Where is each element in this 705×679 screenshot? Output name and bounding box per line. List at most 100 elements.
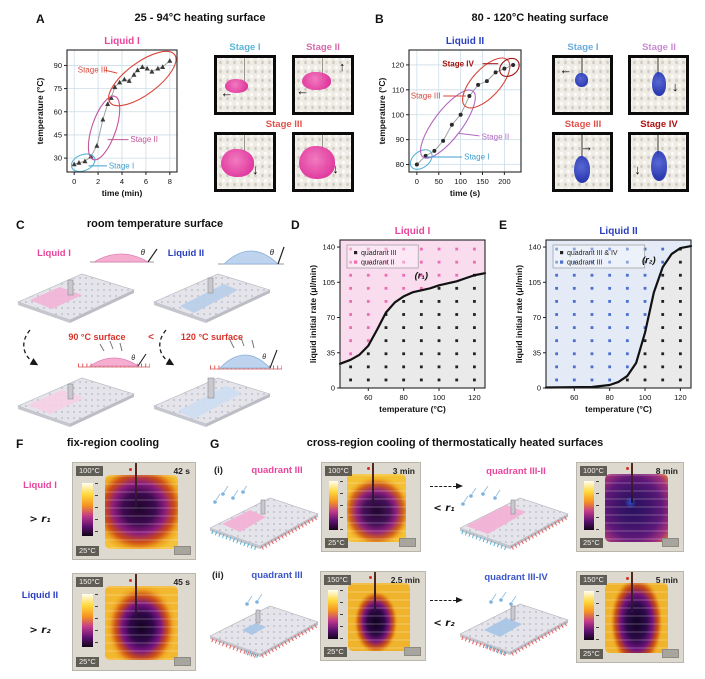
arrow-right-icon: → xyxy=(580,139,594,155)
svg-text:(r₂): (r₂) xyxy=(642,255,656,266)
theta-label: θ xyxy=(141,248,146,257)
svg-text:8: 8 xyxy=(168,177,172,186)
camera-watermark xyxy=(399,538,416,547)
panel-g-title: cross-region cooling of thermostatically… xyxy=(306,437,604,449)
svg-text:80: 80 xyxy=(399,393,407,402)
svg-text:quadrant II: quadrant II xyxy=(361,260,395,267)
heated-region xyxy=(604,473,669,543)
surface-diagram-gi-after xyxy=(459,486,569,551)
svg-text:Liquid I: Liquid I xyxy=(395,226,431,237)
svg-text:80: 80 xyxy=(605,393,613,402)
svg-text:Stage I: Stage I xyxy=(464,153,489,162)
scale-min-label: 25°C xyxy=(76,656,99,667)
stage3-photo-label: Stage III xyxy=(564,119,602,130)
arrow-left-icon: ← xyxy=(559,62,573,78)
svg-text:Liquid II: Liquid II xyxy=(599,226,638,237)
scale-min-label: 25°C xyxy=(324,646,347,657)
panel-letter-e: E xyxy=(499,218,508,232)
photo-b-stage2: ↓ xyxy=(628,55,689,115)
surface-room-liquid2 xyxy=(153,273,271,323)
panel-f-title: fix-region cooling xyxy=(66,437,160,449)
liquid-blob xyxy=(299,145,336,180)
panel-letter-d: D xyxy=(291,218,300,232)
scale-max-label: 150°C xyxy=(76,577,103,588)
droplet-icons xyxy=(245,600,259,606)
falling-droplets xyxy=(247,594,263,603)
svg-text:Liquid II: Liquid II xyxy=(446,36,485,47)
droplet-icons xyxy=(213,490,245,504)
svg-text:0: 0 xyxy=(537,384,541,393)
photo-b-stage3: → xyxy=(552,132,613,192)
svg-text:Stage III: Stage III xyxy=(411,92,441,101)
row-index: (i) xyxy=(214,465,223,476)
panel-letter-a: A xyxy=(36,12,45,26)
svg-text:90: 90 xyxy=(396,135,404,144)
svg-text:30: 30 xyxy=(54,154,62,163)
camera-watermark xyxy=(662,538,679,547)
heated-region xyxy=(347,473,407,543)
needle xyxy=(135,574,138,619)
thermal-image-gi-before: 100°C 3 min 25°C xyxy=(321,462,421,552)
needle xyxy=(321,58,324,81)
svg-text:Stage IV: Stage IV xyxy=(442,59,474,68)
dashed-arrow-icon xyxy=(430,596,463,603)
camera-watermark xyxy=(662,649,679,658)
svg-text:Stage II: Stage II xyxy=(482,133,510,142)
time-label: 45 s xyxy=(173,577,190,587)
scale-max-label: 100°C xyxy=(580,466,607,477)
svg-text:90: 90 xyxy=(54,61,62,70)
svg-text:50: 50 xyxy=(435,177,443,186)
svg-text:60: 60 xyxy=(54,107,62,116)
camera-watermark xyxy=(174,546,191,555)
cooling-arrow xyxy=(159,329,175,366)
color-scale-bar xyxy=(81,483,93,536)
time-label: 8 min xyxy=(655,466,678,476)
thermal-image-f1: 100°C 42 s 25°C xyxy=(72,462,196,560)
svg-text:0: 0 xyxy=(331,384,335,393)
panel-b-title: 80 - 120°C heating surface xyxy=(471,12,609,24)
color-scale-ticks xyxy=(94,594,98,647)
svg-text:100: 100 xyxy=(454,177,467,186)
svg-text:θ: θ xyxy=(262,354,266,361)
stage2-photo-label: Stage II xyxy=(642,42,676,53)
rate-condition-label: > r₂ xyxy=(29,625,51,636)
arrow-up-icon: ↑ xyxy=(338,59,346,75)
needle xyxy=(371,463,375,504)
svg-text:0: 0 xyxy=(415,177,419,186)
color-scale-bar xyxy=(328,590,338,639)
time-label: 3 min xyxy=(392,466,415,476)
thermal-image-f2: 150°C 45 s 25°C xyxy=(72,573,196,671)
droplet-icons xyxy=(489,598,513,606)
svg-text:Liquid I: Liquid I xyxy=(104,36,140,47)
liquid1-label: Liquid I xyxy=(23,480,57,491)
svg-text:temperature (°C): temperature (°C) xyxy=(585,404,652,414)
needle xyxy=(135,463,138,508)
photo-a-stage3-1: ↓ xyxy=(214,132,276,192)
less-than-label: < xyxy=(148,332,154,343)
time-label: 5 min xyxy=(655,575,678,585)
surface-diagram-gii-after xyxy=(459,592,569,657)
liquid-blob xyxy=(301,72,331,91)
color-scale-ticks xyxy=(94,483,98,536)
needle xyxy=(631,572,634,614)
marker-dot-icon xyxy=(129,578,133,582)
svg-text:liquid initial rate (μl/min): liquid initial rate (μl/min) xyxy=(308,265,318,363)
quadrant-before-label: quadrant III xyxy=(251,570,303,581)
svg-text:200: 200 xyxy=(498,177,511,186)
svg-text:Stage III: Stage III xyxy=(78,66,108,75)
svg-text:150: 150 xyxy=(476,177,489,186)
surface-heated-liquid1 xyxy=(17,377,135,427)
droplet1-profile xyxy=(92,253,150,263)
surface-diagram-gii-before xyxy=(209,594,319,659)
liquid1-label: Liquid I xyxy=(37,248,71,259)
color-scale-bar xyxy=(584,481,594,530)
svg-text:quadrant III & IV: quadrant III & IV xyxy=(567,250,618,257)
svg-text:temperature (°C): temperature (°C) xyxy=(377,77,387,144)
svg-text:temperature (°C): temperature (°C) xyxy=(379,404,446,414)
surface-diagram-gi-before xyxy=(209,486,319,551)
panel-letter-g: G xyxy=(210,437,220,451)
color-scale-bar xyxy=(81,594,93,647)
falling-droplets xyxy=(215,486,248,501)
needle xyxy=(243,58,246,81)
